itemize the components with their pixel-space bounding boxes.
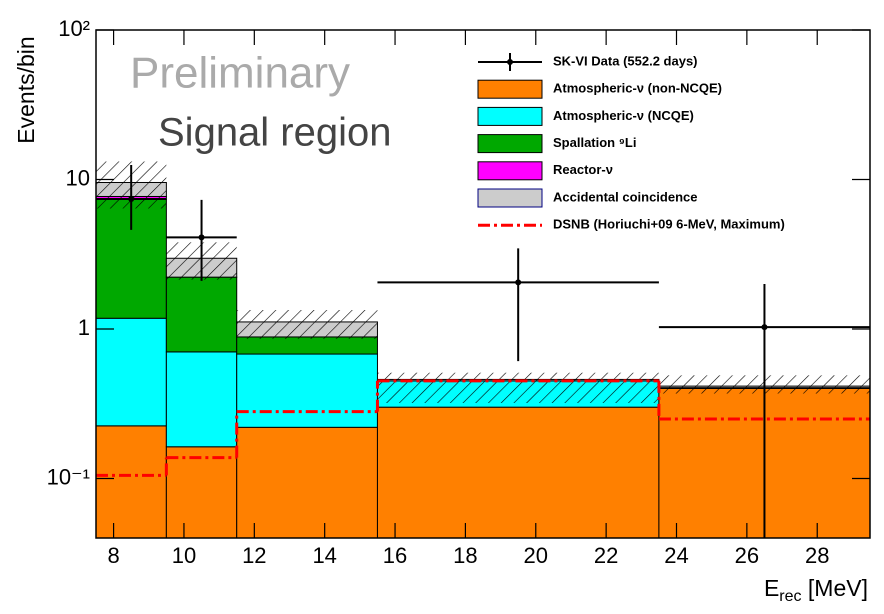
histogram-bar [236,426,378,539]
legend-label: Atmospheric-ν (NCQE) [553,108,694,123]
x-tick-label: 10 [172,543,196,568]
legend-label: Atmospheric-ν (non-NCQE) [553,81,722,96]
y-tick-label: 10² [58,16,90,41]
x-tick-label: 8 [107,543,119,568]
x-axis-label-part: E [764,575,779,601]
legend-symbol [477,106,543,126]
legend-label: Accidental coincidence [553,189,698,204]
data-point [128,196,135,203]
legend-label: SK-VI Data (552.2 days) [553,53,698,68]
histogram-bar [165,276,238,353]
plot-frame [95,29,871,539]
plot-area [95,161,871,539]
y-tick-label: 10⁻¹ [47,464,90,489]
x-tick-label: 12 [242,543,266,568]
x-axis-label: Erec [MeV] [764,575,868,605]
legend-symbol [477,79,543,99]
histogram-bar [165,446,238,539]
y-tick-label: 10 [66,165,90,190]
data-point [761,324,768,331]
legend-label: DSNB (Horiuchi+09 6-MeV, Maximum) [553,217,785,232]
histogram-bar [236,353,378,428]
data-point [198,234,205,241]
x-tick-label: 28 [805,543,829,568]
x-tick-label: 20 [524,543,548,568]
x-tick-label: 18 [453,543,477,568]
legend-symbol [477,161,543,181]
x-tick-label: 16 [383,543,407,568]
legend-label: Reactor-ν [553,162,613,177]
x-axis-label-part: [MeV] [802,575,868,601]
uncertainty-band [236,310,378,339]
x-tick-label: 24 [664,543,688,568]
histogram-bar [165,351,238,448]
legend-symbol [477,134,543,154]
uncertainty-band [377,372,659,403]
legend-label: Spallation ⁹Li [553,135,636,150]
histogram-bar [95,317,167,427]
data-point [515,279,522,286]
x-tick-label: 22 [594,543,618,568]
annotation: Signal region [158,111,392,155]
histogram-bar [95,425,167,539]
y-tick-label: 1 [78,315,90,340]
histogram-bar [236,336,378,355]
legend-symbol [507,59,513,65]
legend-symbol [477,188,543,208]
x-tick-label: 26 [735,543,759,568]
histogram-bar [376,406,660,539]
annotation: Preliminary [130,49,350,98]
x-tick-label: 14 [312,543,336,568]
x-axis-label-part: rec [779,588,801,605]
y-axis-label: Events/bin [13,36,39,143]
